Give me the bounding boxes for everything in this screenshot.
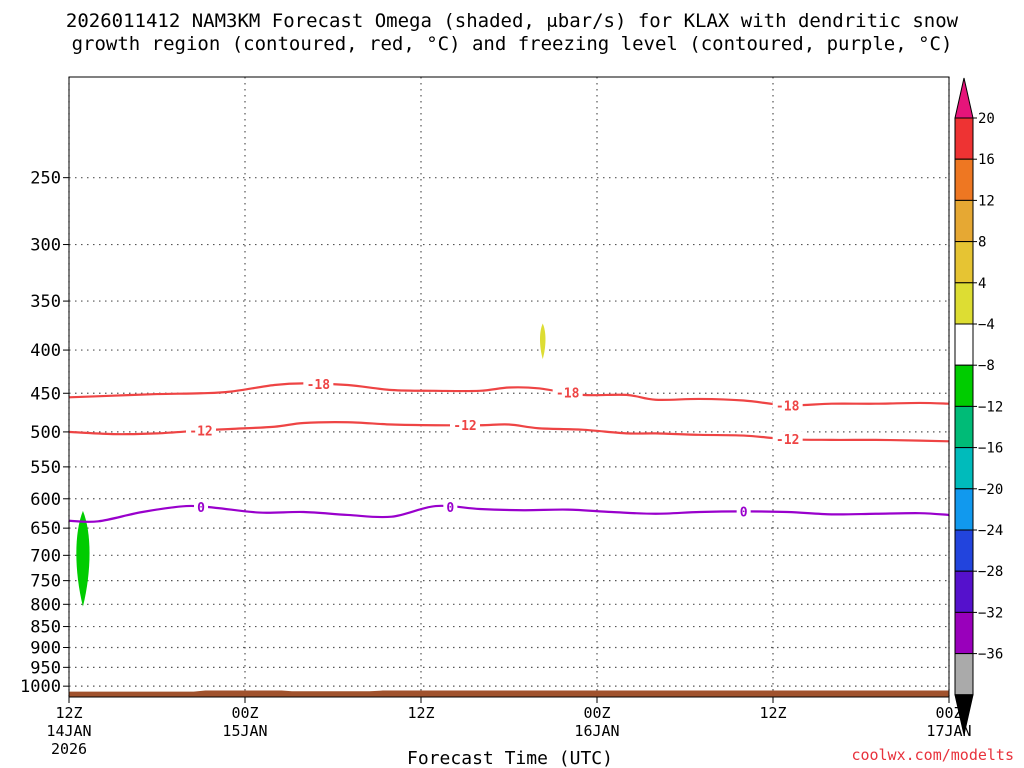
colorbar-bin-3 — [954, 241, 974, 284]
colorbar-label-5: −4 — [978, 317, 995, 333]
colorbar-bin-2 — [954, 199, 974, 243]
contour-label-0-2: 0 — [740, 505, 748, 520]
chart-title-line1: 2026011412 NAM3KM Forecast Omega (shaded… — [66, 10, 959, 32]
colorbar-bin-6 — [954, 364, 974, 407]
colorbar-legend: 20 16 12 8 4 −4 −8 −12 −16 −20 −24 −28 −32 −36 — [954, 77, 1003, 735]
y-tick-label-850: 850 — [30, 618, 61, 638]
colorbar-bin-9 — [954, 488, 974, 531]
colorbar-bin-1 — [954, 158, 974, 201]
contour-label-minus18-1: -18 — [556, 387, 580, 402]
colorbar-bottom-arrow — [954, 694, 974, 735]
contour-label-bg-minus18-2 — [772, 397, 803, 414]
y-tick-label-900: 900 — [30, 639, 61, 659]
colorbar-bin-4 — [954, 282, 974, 325]
colorbar-label-2: 12 — [978, 193, 995, 209]
colorbar-label-3: 8 — [978, 235, 986, 251]
contour-label-bg-minus12-1 — [450, 417, 480, 434]
x-tick-label-4: 12Z — [759, 704, 786, 722]
colorbar-label-6: −8 — [978, 358, 995, 374]
x-tick-date-3: 16JAN — [574, 722, 619, 740]
y-axis-ticks: 2503003504004505005506006507007508008509… — [20, 169, 69, 697]
y-tick-label-700: 700 — [30, 546, 61, 566]
colorbar-label-13: −36 — [978, 647, 1003, 663]
x-tick-year-0: 2026 — [51, 740, 87, 758]
colorbar-bin-0 — [954, 117, 974, 160]
contour-label-bg-0-2 — [736, 503, 751, 520]
x-tick-label-3: 00Z — [583, 704, 610, 722]
colorbar-bin-11 — [954, 570, 974, 613]
contour-label-bg-0-1 — [443, 499, 458, 516]
contour-label-bg-minus18-0 — [303, 375, 334, 392]
y-tick-label-400: 400 — [30, 341, 61, 361]
contour-label-0-1: 0 — [446, 501, 454, 516]
contour-line-minus18 — [68, 382, 950, 407]
colorbar-label-4: 4 — [978, 276, 986, 292]
y-tick-label-650: 650 — [30, 519, 61, 539]
colorbar-bin-5 — [954, 323, 974, 366]
y-tick-label-250: 250 — [30, 169, 61, 189]
colorbar-bin-12 — [954, 611, 974, 655]
contour-label-bg-0-0 — [194, 498, 208, 515]
colorbar-bin-13 — [954, 653, 974, 696]
x-tick-label-2: 12Z — [407, 704, 434, 722]
colorbar-label-9: −20 — [978, 482, 1003, 498]
chart-title-line2: growth region (contoured, red, °C) and f… — [72, 33, 953, 55]
colorbar-top-arrow — [954, 77, 974, 119]
plot-frame — [68, 76, 950, 698]
contour-label-bg-minus18-1 — [552, 384, 583, 401]
colorbar-label-12: −32 — [978, 605, 1003, 621]
y-tick-label-550: 550 — [30, 458, 61, 478]
colorbar-label-8: −16 — [978, 441, 1003, 457]
y-tick-label-450: 450 — [30, 384, 61, 404]
omega-shaded-areas — [76, 323, 546, 607]
y-tick-label-500: 500 — [30, 423, 61, 443]
contour-label-0-0: 0 — [197, 501, 205, 516]
colorbar-bin-8 — [954, 447, 974, 490]
credit-text: coolwx.com/modelts — [851, 746, 1014, 764]
colorbar-label-7: −12 — [978, 399, 1003, 415]
shade-omega-plus4-to-8 — [539, 323, 546, 360]
colorbar-label-1: 16 — [978, 152, 995, 168]
temperature-contours: -18 -18 -18 -12 -12 -12 0 0 0 — [68, 375, 950, 523]
x-tick-label-0: 12Z — [55, 704, 82, 722]
contour-label-minus18-2: -18 — [776, 399, 800, 414]
x-axis-label: Forecast Time (UTC) — [407, 748, 613, 768]
terrain-fill — [69, 690, 949, 697]
contour-label-minus18-0: -18 — [307, 378, 331, 393]
x-tick-label-5: 00Z — [935, 704, 962, 722]
x-tick-date-1: 15JAN — [222, 722, 267, 740]
x-tick-label-1: 00Z — [231, 704, 258, 722]
contour-label-minus12-0: -12 — [189, 424, 212, 439]
x-tick-date-0: 14JAN — [46, 722, 91, 740]
y-tick-label-950: 950 — [30, 658, 61, 678]
shade-omega-4-to-8 — [76, 510, 90, 607]
contour-label-bg-minus12-2 — [772, 431, 803, 448]
terrain-band — [69, 690, 949, 697]
y-tick-label-350: 350 — [30, 292, 61, 312]
x-tick-date-5: 17JAN — [926, 722, 971, 740]
contour-label-minus12-1: -12 — [453, 419, 476, 434]
contour-label-bg-minus12-0 — [186, 422, 216, 439]
y-tick-label-300: 300 — [30, 236, 61, 256]
contour-label-minus12-2: -12 — [776, 433, 799, 448]
colorbar-bin-10 — [954, 529, 974, 572]
y-tick-label-750: 750 — [30, 572, 61, 592]
colorbar-label-11: −28 — [978, 564, 1003, 580]
colorbar-label-0: 20 — [978, 111, 995, 127]
y-tick-label-1000: 1000 — [20, 677, 61, 697]
colorbar-bin-7 — [954, 405, 974, 449]
y-tick-label-600: 600 — [30, 490, 61, 510]
colorbar-label-10: −24 — [978, 523, 1003, 539]
y-tick-label-800: 800 — [30, 595, 61, 615]
